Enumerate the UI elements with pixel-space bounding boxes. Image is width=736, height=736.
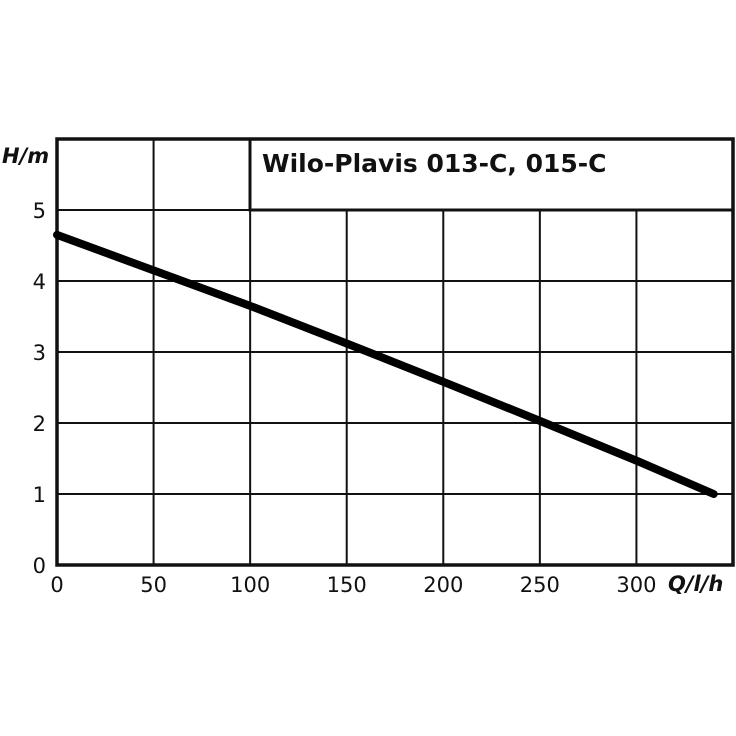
chart-title: Wilo-Plavis 013-C, 015-C (262, 149, 607, 178)
pump-curve-line (53, 230, 718, 498)
x-tick-label: 300 (616, 573, 656, 597)
y-axis-ticks: 0 1 2 3 4 5 (33, 199, 46, 578)
y-tick-label: 1 (33, 483, 46, 507)
y-tick-label: 4 (33, 270, 46, 294)
plot-frame (55, 137, 735, 567)
title-box (248, 137, 735, 212)
x-tick-label: 250 (520, 573, 560, 597)
x-tick-label: 100 (230, 573, 270, 597)
y-axis-label: H/m (2, 144, 49, 168)
y-tick-label: 3 (33, 341, 46, 365)
y-tick-label: 0 (33, 554, 46, 578)
x-tick-label: 0 (50, 573, 63, 597)
x-axis-ticks: 0 50 100 150 200 250 300 (50, 573, 656, 597)
x-axis-label: Q/l/h (668, 572, 723, 596)
x-tick-label: 150 (327, 573, 367, 597)
y-tick-label: 2 (33, 412, 46, 436)
x-tick-label: 50 (140, 573, 167, 597)
x-tick-label: 200 (423, 573, 463, 597)
y-tick-label: 5 (33, 199, 46, 223)
